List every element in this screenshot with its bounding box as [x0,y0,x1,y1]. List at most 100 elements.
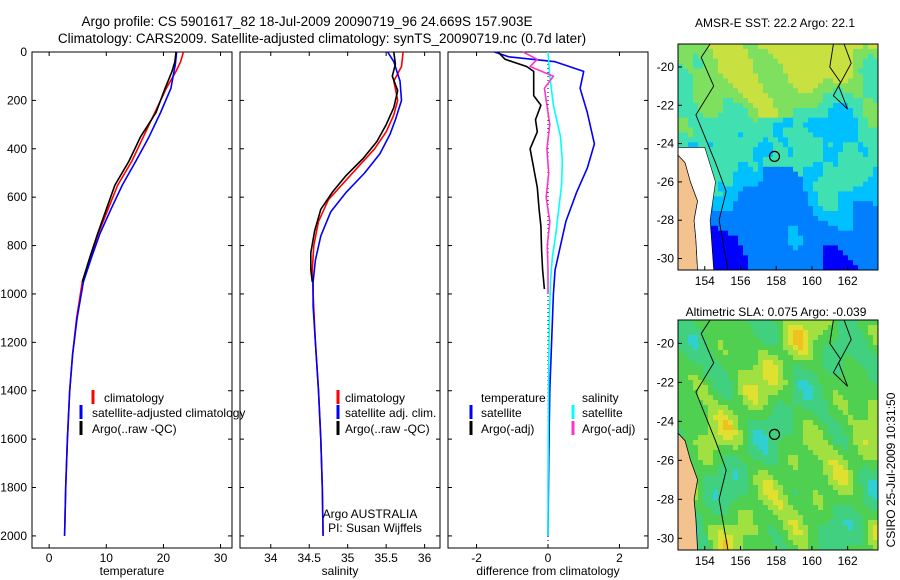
map-cell [818,535,824,541]
map-cell [773,415,779,421]
map-cell [698,88,704,94]
map-cell [828,505,834,511]
map-cell [693,122,699,128]
map-cell [703,73,709,79]
map-cell [758,245,764,251]
map-cell [748,500,754,506]
map-cell [843,211,849,217]
map-cell [868,365,874,371]
map-cell [733,93,739,99]
map-cell [813,465,819,471]
map-cell [703,445,709,451]
map-cell [703,545,709,550]
map-cell [793,88,799,94]
map-cell [853,330,859,336]
map-cell [868,360,874,366]
map-cell [748,225,754,232]
map-cell [863,470,869,476]
map-cell [873,420,878,426]
map-cell [843,68,849,74]
map-cell [833,480,839,486]
map-cell [698,355,704,361]
map-cell [793,157,799,163]
map-cell [783,525,789,531]
map-cell [753,152,759,158]
map-cell [753,385,759,391]
map-cell [838,225,844,232]
map-cell [828,370,834,376]
map-cell [843,93,849,99]
map-cell [843,395,849,401]
map-cell [713,161,719,168]
map-cell [873,395,878,401]
map-cell [868,380,874,386]
map-cell [833,107,839,114]
map-cell [748,470,754,476]
map-cell [868,505,874,511]
map-cell [803,220,809,227]
map-cell [863,216,869,222]
map-cell [873,122,878,128]
map-cell [838,385,844,391]
map-cell [838,490,844,496]
map-cell [843,98,849,104]
map-cell [828,385,834,391]
map-cell [828,176,834,182]
map-cell [843,470,849,476]
map-cell [708,470,714,476]
map-cell [713,520,719,526]
map-cell [873,93,878,99]
map-cell [868,250,874,256]
map-cell [848,525,854,531]
map-cell [808,171,814,177]
map-cell [763,405,769,411]
map-cell [823,137,829,143]
map-cell [793,147,799,153]
map-cell [838,166,844,173]
map-cell [783,330,789,336]
map-cell [768,176,774,182]
map-cell [803,176,809,182]
map-cell [793,73,799,79]
map-cell [828,240,834,246]
map-cell [838,440,844,446]
map-cell [768,415,774,421]
legend-heading-salinity: salinity [582,391,619,405]
map-cell [848,340,854,346]
map-cell [723,44,729,50]
map-cell [833,475,839,481]
map-cell [758,340,764,346]
map-cell [798,98,804,104]
map-cell [778,455,784,461]
map-cell [828,450,834,456]
map-cell [768,360,774,366]
map-cell [733,44,739,50]
map-cell [798,495,804,501]
map-cell [708,490,714,496]
map-cell [818,435,824,441]
map-cell [818,530,824,536]
map-cell [863,495,869,501]
map-cell [778,535,784,541]
map-cell [828,132,834,138]
map-cell [708,355,714,361]
map-cell [688,320,694,326]
map-cell [808,335,814,341]
map-cell [803,58,809,64]
map-cell [868,475,874,481]
map-cell [693,132,699,138]
map-cell [873,450,878,456]
map-cell [768,235,774,241]
map-cell [833,385,839,391]
map-cell [773,132,779,138]
map-cell [778,415,784,421]
map-cell [758,370,764,376]
map-cell [798,142,804,148]
map-cell [728,196,734,202]
map-cell [828,545,834,550]
map-cell [858,93,864,99]
map-cell [803,216,809,222]
map-cell [763,127,769,133]
map-cell [683,375,689,381]
map-cell [733,495,739,501]
